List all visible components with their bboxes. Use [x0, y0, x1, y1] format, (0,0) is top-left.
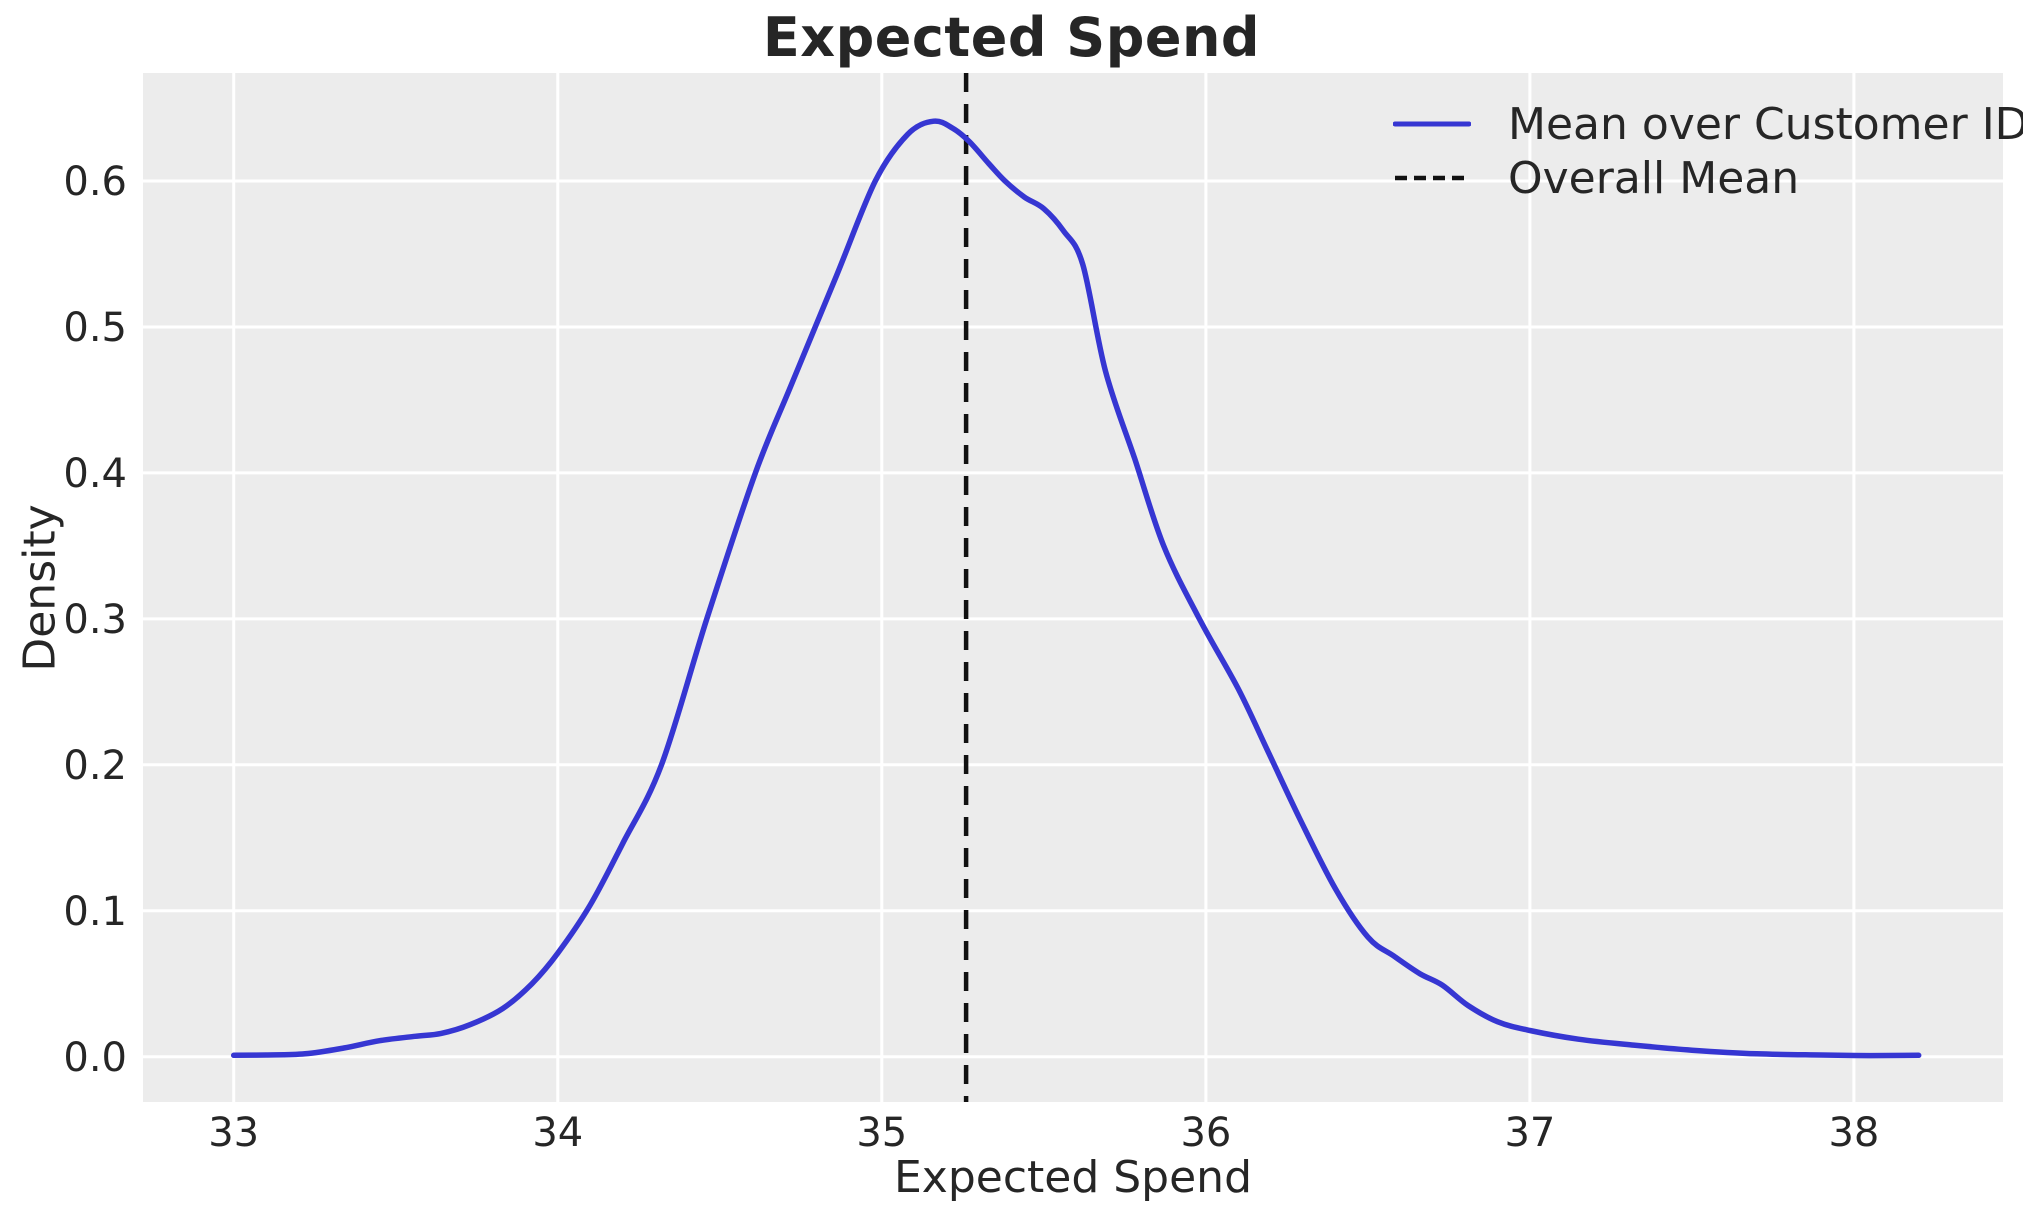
legend-label-vline: Overall Mean [1508, 152, 1800, 204]
y-tick-label: 0.1 [63, 889, 127, 935]
y-tick-label: 0.4 [63, 451, 127, 497]
x-tick-label: 36 [1180, 1110, 1231, 1156]
legend-solid-line-icon [1393, 121, 1471, 127]
y-axis-label: Density [14, 504, 66, 672]
legend: Mean over Customer ID Overall Mean [1393, 97, 2023, 205]
y-tick-label: 0.2 [63, 743, 127, 789]
y-tick-label: 0.5 [63, 305, 127, 351]
y-tick-label: 0.6 [63, 159, 127, 205]
plot-background [143, 73, 2003, 1102]
kde-curve-mean-over-customer-id [230, 118, 1922, 1059]
x-tick-label: 35 [856, 1110, 907, 1156]
y-tick-label: 0.0 [63, 1035, 127, 1081]
chart-title: Expected Spend [762, 6, 1261, 69]
x-axis-label: Expected Spend [893, 1152, 1252, 1203]
y-tick-label: 0.3 [63, 597, 127, 643]
legend-item-mean-over-customer-id: Mean over Customer ID [1393, 97, 2023, 151]
x-tick-label: 38 [1828, 1110, 1879, 1156]
x-tick-label: 37 [1504, 1110, 1555, 1156]
legend-item-overall-mean: Overall Mean [1393, 151, 2023, 205]
legend-dashed-line-icon [1395, 175, 1469, 181]
legend-label-series: Mean over Customer ID [1508, 98, 2023, 150]
x-tick-label: 33 [208, 1110, 259, 1156]
x-tick-label: 34 [532, 1110, 583, 1156]
